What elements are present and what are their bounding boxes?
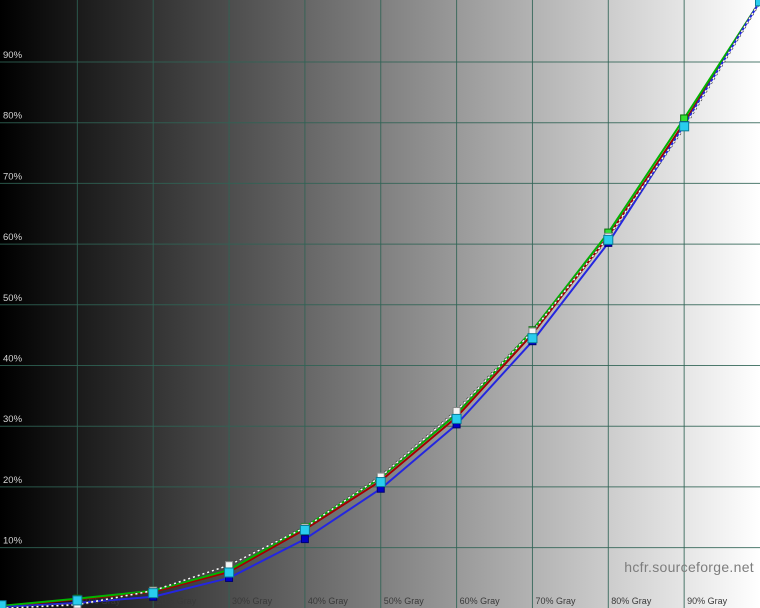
marker-measured-luminance xyxy=(375,477,386,488)
y-tick-label: 30% xyxy=(3,414,23,425)
x-tick-label: 20% Gray xyxy=(156,596,197,606)
marker-measured-luminance xyxy=(299,524,310,535)
y-tick-label: 40% xyxy=(3,354,23,365)
marker-blue-component xyxy=(300,535,309,544)
x-tick-label: 70% Gray xyxy=(535,596,576,606)
x-tick-label: 40% Gray xyxy=(308,596,349,606)
y-tick-label: 20% xyxy=(3,475,23,486)
marker-measured-luminance xyxy=(72,595,83,606)
marker-measured-luminance xyxy=(527,333,538,344)
y-tick-label: 70% xyxy=(3,171,23,182)
watermark: hcfr.sourceforge.net xyxy=(624,559,754,575)
y-tick-label: 80% xyxy=(3,111,23,122)
x-tick-label: 50% Gray xyxy=(384,596,425,606)
marker-measured-luminance xyxy=(755,0,760,7)
marker-reference-gamma-2.2 xyxy=(452,407,461,416)
marker-measured-luminance xyxy=(148,588,159,599)
x-tick-label: 80% Gray xyxy=(611,596,652,606)
x-tick-label: 30% Gray xyxy=(232,596,273,606)
marker-green-component xyxy=(680,114,689,123)
y-tick-label: 50% xyxy=(3,293,23,304)
x-tick-label: 60% Gray xyxy=(460,596,501,606)
marker-measured-luminance xyxy=(224,567,235,578)
y-tick-label: 90% xyxy=(3,50,23,61)
y-tick-label: 60% xyxy=(3,232,23,243)
marker-measured-luminance xyxy=(679,121,690,132)
marker-measured-luminance xyxy=(451,413,462,424)
y-tick-label: 10% xyxy=(3,536,23,547)
x-tick-label: 90% Gray xyxy=(687,596,728,606)
marker-measured-luminance xyxy=(0,600,7,608)
marker-measured-luminance xyxy=(603,234,614,245)
